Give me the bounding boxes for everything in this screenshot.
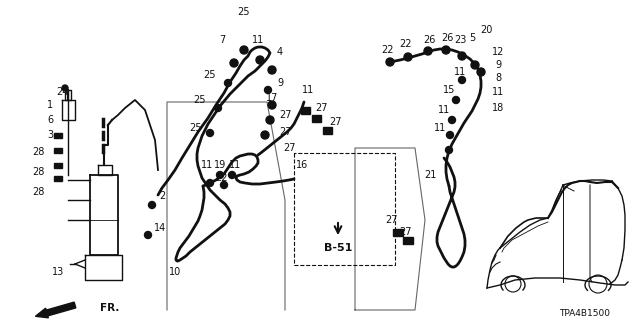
Circle shape	[458, 76, 465, 84]
Text: 16: 16	[296, 160, 308, 170]
FancyArrow shape	[35, 302, 76, 318]
Text: 20: 20	[480, 25, 492, 35]
Text: 9: 9	[277, 78, 283, 88]
Text: 25: 25	[204, 70, 216, 80]
Circle shape	[266, 116, 274, 124]
Text: 5: 5	[469, 33, 475, 43]
Circle shape	[442, 46, 450, 54]
Text: 3: 3	[47, 130, 53, 140]
Text: 26: 26	[441, 33, 453, 43]
Bar	[393, 228, 403, 236]
Text: 14: 14	[154, 223, 166, 233]
Bar	[54, 163, 62, 167]
Text: 28: 28	[32, 167, 44, 177]
Text: 27: 27	[329, 117, 341, 127]
Text: 22: 22	[400, 39, 412, 49]
Circle shape	[214, 105, 221, 111]
Text: 4: 4	[277, 47, 283, 57]
Text: 13: 13	[52, 267, 64, 277]
Text: 11: 11	[438, 105, 450, 115]
Circle shape	[230, 59, 238, 67]
Circle shape	[404, 53, 412, 61]
Circle shape	[452, 97, 460, 103]
Text: 7: 7	[219, 35, 225, 45]
Circle shape	[225, 79, 232, 86]
Circle shape	[148, 202, 156, 209]
Text: FR.: FR.	[100, 303, 120, 313]
Text: 25: 25	[237, 7, 250, 17]
Circle shape	[447, 132, 454, 139]
Circle shape	[458, 52, 466, 60]
Text: 24: 24	[56, 87, 68, 97]
Circle shape	[268, 66, 276, 74]
Circle shape	[240, 46, 248, 54]
Text: 27: 27	[279, 110, 291, 120]
Text: 11: 11	[434, 123, 446, 133]
Text: 27: 27	[386, 215, 398, 225]
Text: 27: 27	[284, 143, 296, 153]
Circle shape	[477, 68, 485, 76]
Text: 12: 12	[492, 47, 504, 57]
Text: 17: 17	[266, 93, 278, 103]
Text: 11: 11	[302, 85, 314, 95]
Circle shape	[207, 180, 214, 187]
Text: B-51: B-51	[324, 243, 352, 253]
Text: 6: 6	[47, 115, 53, 125]
Circle shape	[207, 130, 214, 137]
Text: 22: 22	[381, 45, 394, 55]
Text: 8: 8	[495, 73, 501, 83]
Text: 11: 11	[252, 35, 264, 45]
Circle shape	[386, 58, 394, 66]
Text: 11: 11	[492, 87, 504, 97]
Circle shape	[449, 116, 456, 124]
Text: 27: 27	[316, 103, 328, 113]
Text: 27: 27	[400, 227, 412, 237]
Text: 11: 11	[454, 67, 466, 77]
Text: 1: 1	[47, 100, 53, 110]
Text: 25: 25	[194, 95, 206, 105]
Bar	[312, 115, 321, 122]
Circle shape	[268, 101, 276, 109]
Bar	[301, 107, 310, 114]
Circle shape	[216, 172, 223, 179]
Text: 9: 9	[495, 60, 501, 70]
Circle shape	[145, 231, 152, 238]
Text: 22: 22	[216, 173, 228, 183]
Text: 11: 11	[201, 160, 213, 170]
Text: 11: 11	[229, 160, 241, 170]
Bar	[54, 148, 62, 153]
Circle shape	[264, 86, 271, 93]
Circle shape	[62, 85, 68, 91]
Text: 26: 26	[423, 35, 435, 45]
Text: 27: 27	[279, 127, 291, 137]
Text: TPA4B1500: TPA4B1500	[559, 309, 610, 318]
Text: 2: 2	[159, 191, 165, 201]
Text: 21: 21	[424, 170, 436, 180]
Text: 10: 10	[169, 267, 181, 277]
Circle shape	[228, 172, 236, 179]
Circle shape	[256, 56, 264, 64]
Circle shape	[445, 147, 452, 154]
Circle shape	[471, 61, 479, 69]
Text: 25: 25	[189, 123, 201, 133]
Bar	[403, 236, 413, 244]
Text: 23: 23	[454, 35, 466, 45]
Bar	[54, 132, 62, 138]
Circle shape	[261, 131, 269, 139]
Text: 28: 28	[32, 147, 44, 157]
Text: 15: 15	[443, 85, 455, 95]
Text: 28: 28	[32, 187, 44, 197]
Circle shape	[221, 181, 227, 188]
Text: 18: 18	[492, 103, 504, 113]
Bar	[54, 175, 62, 180]
Bar	[323, 126, 332, 133]
Circle shape	[424, 47, 432, 55]
Text: 19: 19	[214, 160, 226, 170]
